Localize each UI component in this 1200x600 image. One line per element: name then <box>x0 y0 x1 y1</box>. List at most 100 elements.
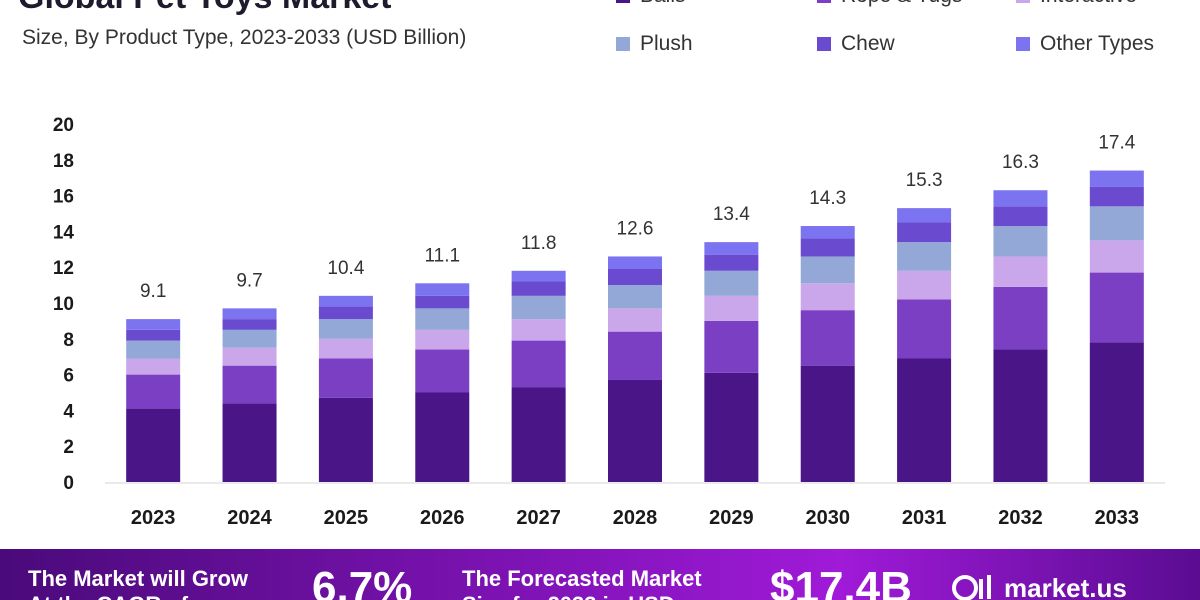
bar-segment-rope-tugs <box>318 358 373 398</box>
footer-forecast-line2: Size for 2033 in USD: <box>462 592 702 600</box>
bar-segment-chew <box>897 222 952 243</box>
market-us-logo-icon <box>952 575 991 600</box>
bar-segment-interactive <box>993 256 1048 287</box>
bar-segment-chew <box>318 306 373 320</box>
bar-segment-plush <box>415 308 470 330</box>
footer-grow-line2: At the CAGR of: <box>28 592 248 600</box>
y-tick-label: 0 <box>63 473 74 494</box>
y-tick-label: 18 <box>53 151 74 172</box>
bar-total-label: 17.4 <box>1098 133 1135 154</box>
bar-segment-other-types <box>511 270 566 282</box>
bar-stack-2029 <box>704 242 759 482</box>
legend-label-chew: Chew <box>841 32 895 55</box>
bar-segment-rope-tugs <box>800 310 855 366</box>
x-tick-label: 2033 <box>1095 507 1140 529</box>
x-tick-label: 2024 <box>227 507 272 529</box>
x-tick-label: 2027 <box>516 507 561 529</box>
footer-forecast-text: The Forecasted Market Size for 2033 in U… <box>462 566 702 600</box>
bar-segment-rope-tugs <box>415 349 470 393</box>
legend-label-balls: Balls <box>640 0 686 8</box>
x-tick-label: 2026 <box>420 507 465 529</box>
x-tick-label: 2025 <box>324 507 369 529</box>
bar-segment-balls <box>511 387 566 482</box>
stacked-bar-chart: 0 2 4 6 8 10 12 14 16 18 20 9.1 2023 9.7 2024 10.4 2025 1… <box>53 115 1165 529</box>
x-tick-label: 2031 <box>902 507 947 529</box>
y-tick-label: 6 <box>63 366 74 387</box>
bar-segment-rope-tugs <box>608 331 662 380</box>
bar-total-label: 14.3 <box>809 188 846 209</box>
legend-item-rope-tugs: Rope & Tugs <box>817 0 962 8</box>
bar-segment-balls <box>993 349 1048 482</box>
y-tick-label: 14 <box>53 222 75 243</box>
bar-segment-chew <box>415 295 470 309</box>
bar-segment-chew <box>608 268 662 286</box>
bar-total-label: 12.6 <box>617 218 654 239</box>
bar-total-label: 9.7 <box>236 270 262 291</box>
bar-segment-interactive <box>318 338 373 359</box>
bar-segment-rope-tugs <box>511 340 566 388</box>
chart-subtitle: Size, By Product Type, 2023-2033 (USD Bi… <box>22 26 467 49</box>
footer-forecast-value: $17.4B <box>770 563 912 600</box>
bar-segment-other-types <box>222 308 277 320</box>
bar-stack-2031 <box>897 208 952 482</box>
y-tick-label: 4 <box>63 401 74 422</box>
bar-segment-plush <box>126 340 181 359</box>
y-tick-label: 12 <box>53 258 74 279</box>
bar-segment-plush <box>1089 206 1144 241</box>
legend-swatch-other-types <box>1016 37 1030 51</box>
bar-segment-interactive <box>511 319 566 341</box>
legend-swatch-interactive <box>1016 0 1030 3</box>
bar-segment-plush <box>511 295 566 320</box>
bar-segment-rope-tugs <box>222 365 277 404</box>
bar-segment-other-types <box>993 190 1048 207</box>
bar-segment-other-types <box>608 256 662 269</box>
bar-segment-interactive <box>1089 240 1144 273</box>
bar-segment-rope-tugs <box>1089 272 1144 343</box>
bar-segment-other-types <box>897 208 952 223</box>
bar-segment-rope-tugs <box>897 299 952 359</box>
legend-item-other-types: Other Types <box>1016 32 1154 56</box>
bar-stack-2023 <box>126 319 181 482</box>
bar-segment-other-types <box>800 226 855 239</box>
bar-segment-interactive <box>897 270 952 300</box>
bar-total-label: 11.1 <box>424 245 460 266</box>
bar-segment-balls <box>704 372 759 482</box>
legend-swatch-balls <box>616 0 630 3</box>
bar-stack-2033 <box>1089 170 1144 482</box>
bar-segment-other-types <box>415 283 470 296</box>
bar-segment-rope-tugs <box>126 374 181 409</box>
bar-segment-balls <box>800 365 855 482</box>
bar-segment-balls <box>222 403 277 482</box>
x-tick-label: 2032 <box>998 507 1043 529</box>
bar-segment-interactive <box>415 329 470 350</box>
bar-segment-interactive <box>800 283 855 311</box>
bar-stack-2025 <box>318 295 373 482</box>
bar-stack-2030 <box>800 226 855 482</box>
bar-segment-balls <box>415 392 470 482</box>
y-tick-label: 16 <box>53 187 74 208</box>
bar-segment-other-types <box>318 295 373 307</box>
bar-segment-plush <box>800 256 855 284</box>
bar-segment-chew <box>511 281 566 296</box>
bar-segment-other-types <box>126 319 181 330</box>
y-tick-label: 2 <box>63 437 74 458</box>
bar-stack-2026 <box>415 283 470 482</box>
bar-segment-other-types <box>704 242 759 255</box>
legend-label-interactive: Interactive <box>1040 0 1137 8</box>
bar-stack-2028 <box>608 256 662 482</box>
bar-total-label: 10.4 <box>327 258 364 279</box>
bar-stack-2024 <box>222 308 277 482</box>
footer-banner: The Market will Grow At the CAGR of: 6.7… <box>0 549 1200 600</box>
bar-segment-plush <box>704 270 759 296</box>
bar-segment-rope-tugs <box>993 286 1048 350</box>
bar-segment-plush <box>318 319 373 339</box>
bar-total-label: 9.1 <box>140 281 166 302</box>
bar-segment-chew <box>993 206 1048 227</box>
bar-segment-interactive <box>704 295 759 321</box>
footer-grow-line1: The Market will Grow <box>28 566 249 591</box>
bar-segment-plush <box>897 242 952 271</box>
bar-segment-chew <box>222 319 277 330</box>
legend-swatch-rope-tugs <box>817 0 831 3</box>
bar-stack-2027 <box>511 270 566 482</box>
bar-segment-plush <box>222 329 277 348</box>
